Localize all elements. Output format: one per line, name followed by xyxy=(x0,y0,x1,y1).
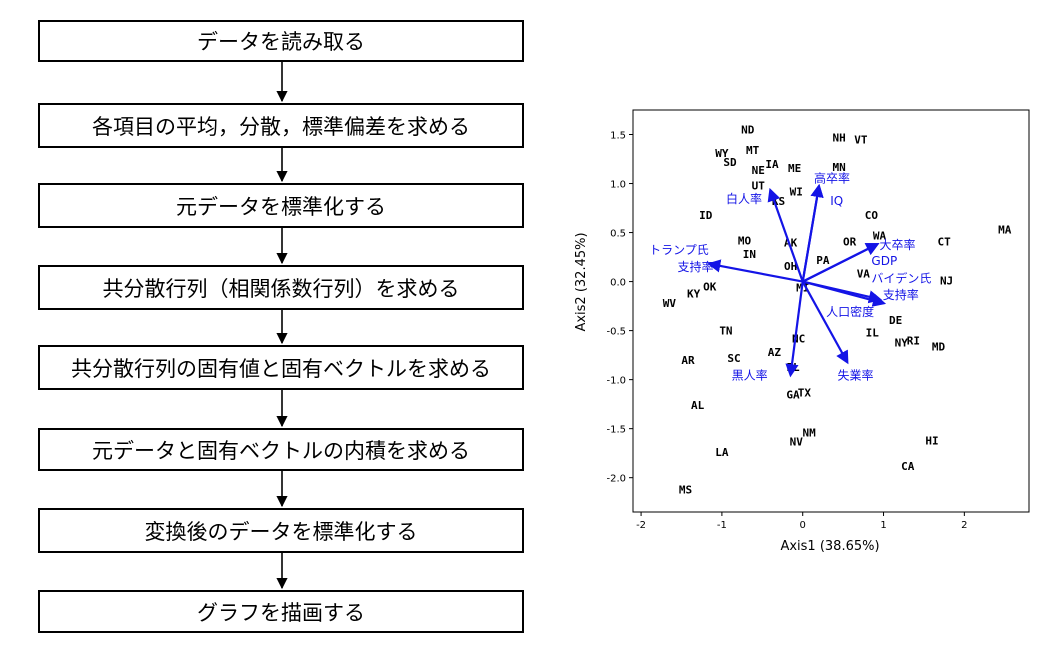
state-point-tx: TX xyxy=(798,386,812,399)
state-point-ny: NY xyxy=(895,336,909,349)
state-point-wi: WI xyxy=(790,185,803,198)
loading-vector-label: 黒人率 xyxy=(732,368,768,383)
state-point-ct: CT xyxy=(938,235,952,248)
x-tick-label: 0 xyxy=(800,520,806,531)
state-point-sd: SD xyxy=(723,156,737,169)
loading-vector-label: IQ xyxy=(830,194,843,208)
state-point-tn: TN xyxy=(719,325,732,338)
loading-vector-label: 失業率 xyxy=(837,368,873,383)
state-point-ri: RI xyxy=(907,334,920,347)
y-tick-label: 0.5 xyxy=(610,229,626,240)
loading-vector-label: 支持率 xyxy=(677,259,713,274)
state-point-az: AZ xyxy=(768,346,782,359)
loading-vector-label: 白人率 xyxy=(726,191,762,206)
state-point-ne: NE xyxy=(752,164,765,177)
state-point-wv: WV xyxy=(663,297,677,310)
pca-biplot: -2 -1 0 1 2 1.5 1.0 0.5 0.0 -0.5 -1.0 -1.5 -2.0 ND NH… xyxy=(574,109,1030,554)
state-point-id: ID xyxy=(699,209,713,222)
state-point-ma: MA xyxy=(998,224,1012,237)
state-point-nh: NH xyxy=(832,131,845,144)
flowchart-arrows xyxy=(276,62,288,590)
state-point-al: AL xyxy=(691,399,705,412)
state-point-ut: UT xyxy=(752,179,766,192)
x-tick-label: 1 xyxy=(880,520,886,531)
state-point-mn: MN xyxy=(832,161,845,174)
flow-step-2-label: 各項目の平均，分散，標準偏差を求める xyxy=(92,114,470,139)
loading-vector-label: 高卒率 xyxy=(814,171,850,186)
state-point-nv: NV xyxy=(790,435,804,448)
loading-vector-7 xyxy=(802,280,887,307)
state-point-or: OR xyxy=(843,235,857,248)
flow-step-8: グラフを描画する xyxy=(38,590,524,633)
y-tick-label: 1.5 xyxy=(610,131,626,142)
state-point-wy: WY xyxy=(715,147,729,160)
y-axis-label: Axis2 (32.45%) xyxy=(574,232,589,331)
loading-vector-1 xyxy=(801,183,824,282)
state-point-mo: MO xyxy=(738,234,752,247)
state-point-sc: SC xyxy=(727,352,740,365)
state-point-va: VA xyxy=(857,268,871,281)
state-point-ms: MS xyxy=(679,483,692,496)
flow-step-7: 変換後のデータを標準化する xyxy=(38,508,524,553)
x-tick-label: -2 xyxy=(636,520,646,531)
y-tick-label: 1.0 xyxy=(610,180,626,191)
y-tick-label: -1.0 xyxy=(606,376,626,387)
flow-step-5: 共分散行列の固有値と固有ベクトルを求める xyxy=(38,345,524,390)
flow-step-7-label: 変換後のデータを標準化する xyxy=(144,519,418,544)
loading-vector-label: GDP xyxy=(871,254,897,268)
state-point-la: LA xyxy=(715,446,729,459)
x-tick-label: 2 xyxy=(961,520,967,531)
state-point-mt: MT xyxy=(746,144,760,157)
flow-step-4-label: 共分散行列（相関係数行列）を求める xyxy=(102,276,460,301)
state-point-ar: AR xyxy=(681,354,695,367)
loading-vector-9 xyxy=(785,281,804,378)
flow-step-6-label: 元データと固有ベクトルの内積を求める xyxy=(92,438,470,463)
state-point-oh: OH xyxy=(784,260,797,273)
state-point-ok: OK xyxy=(703,280,717,293)
state-point-nd: ND xyxy=(741,124,755,137)
state-point-md: MD xyxy=(932,340,946,353)
loading-vector-label: 大卒率 xyxy=(879,237,915,252)
loading-vector-2 xyxy=(767,187,804,282)
state-point-hi: HI xyxy=(925,434,938,447)
y-tick-label: 0.0 xyxy=(610,278,626,289)
flow-step-3-label: 元データを標準化する xyxy=(176,194,386,219)
state-point-ky: KY xyxy=(687,287,701,300)
state-point-in: IN xyxy=(743,248,756,261)
loading-vector-8 xyxy=(801,281,849,365)
flow-step-4: 共分散行列（相関係数行列）を求める xyxy=(38,265,524,310)
plot-frame xyxy=(632,109,1030,513)
y-tick-label: -1.5 xyxy=(606,425,626,436)
loading-vector-label: バイデン氏 xyxy=(871,271,931,286)
flow-step-2: 各項目の平均，分散，標準偏差を求める xyxy=(38,103,524,148)
flow-step-1: データを読み取る xyxy=(38,20,524,62)
flow-step-1-label: データを読み取る xyxy=(197,30,365,54)
loading-vector-label: 人口密度 xyxy=(826,304,874,319)
state-point-pa: PA xyxy=(816,254,830,267)
state-point-me: ME xyxy=(788,162,801,175)
flow-step-5-label: 共分散行列の固有値と固有ベクトルを求める xyxy=(71,356,491,381)
flow-step-3: 元データを標準化する xyxy=(38,183,524,228)
y-tick-label: -0.5 xyxy=(606,327,626,338)
state-point-nj: NJ xyxy=(940,275,953,288)
loading-vector-5 xyxy=(802,243,880,283)
state-point-ca: CA xyxy=(901,460,915,473)
state-point-wa: WA xyxy=(873,230,887,243)
x-axis-label: Axis1 (38.65%) xyxy=(780,539,879,554)
state-point-ga: GA xyxy=(786,388,800,401)
state-point-il: IL xyxy=(866,327,880,340)
state-point-nm: NM xyxy=(803,427,817,440)
state-point-co: CO xyxy=(865,209,879,222)
state-point-ia: IA xyxy=(765,158,779,171)
state-point-vt: VT xyxy=(854,133,868,146)
flow-step-6: 元データと固有ベクトルの内積を求める xyxy=(38,428,524,471)
loading-vector-label: トランプ氏 xyxy=(649,243,709,257)
loading-vector-3 xyxy=(707,259,803,283)
y-tick-label: -2.0 xyxy=(606,474,626,485)
flow-step-8-label: グラフを描画する xyxy=(197,600,365,625)
loading-vector-label: 支持率 xyxy=(883,287,919,302)
x-tick-label: -1 xyxy=(717,520,727,531)
state-point-de: DE xyxy=(889,314,902,327)
